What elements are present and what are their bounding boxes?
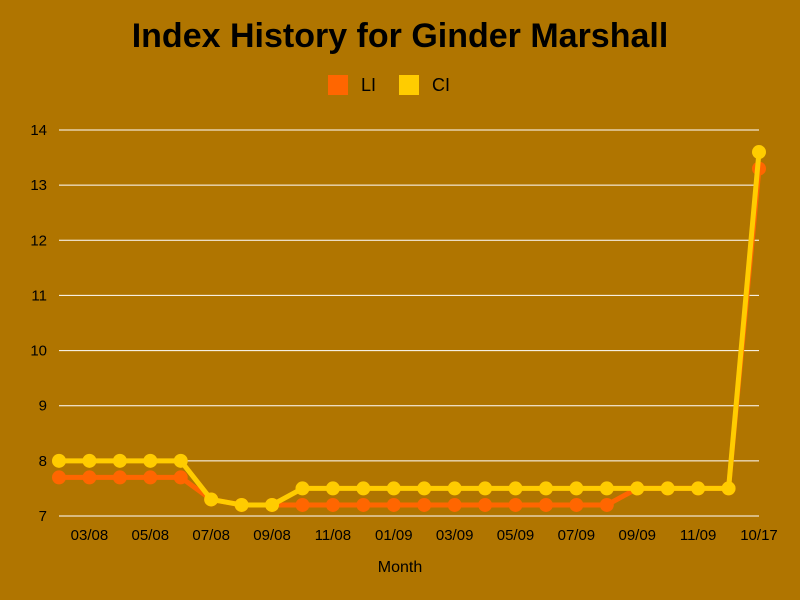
data-point-li bbox=[143, 470, 158, 485]
series-line-ci bbox=[59, 151, 762, 508]
x-tick-label: 07/08 bbox=[192, 527, 230, 544]
data-point-li bbox=[508, 497, 523, 512]
data-point-ci bbox=[538, 481, 553, 496]
data-point-ci bbox=[721, 481, 736, 496]
y-tick-label: 14 bbox=[30, 122, 47, 139]
legend-swatch-ci bbox=[399, 75, 419, 95]
data-point-li bbox=[173, 470, 188, 485]
legend: LI CI bbox=[328, 75, 450, 95]
data-point-li bbox=[325, 497, 340, 512]
data-point-ci bbox=[447, 481, 462, 496]
data-point-ci bbox=[630, 481, 645, 496]
data-point-ci bbox=[204, 492, 219, 507]
data-point-ci bbox=[265, 497, 280, 512]
y-tick-label: 11 bbox=[31, 287, 47, 304]
x-tick-label: 03/08 bbox=[71, 527, 109, 544]
data-point-li bbox=[447, 497, 462, 512]
x-axis-ticks: 03/08 05/08 07/08 09/08 11/08 01/09 03/09 05/09… bbox=[71, 527, 778, 544]
legend-label-li: LI bbox=[361, 75, 376, 95]
data-point-ci bbox=[234, 497, 249, 512]
data-point-ci bbox=[691, 481, 706, 496]
y-tick-label: 9 bbox=[39, 398, 47, 415]
x-tick-label: 11/09 bbox=[680, 527, 716, 544]
legend-swatch-li bbox=[328, 75, 348, 95]
series-lines bbox=[52, 145, 766, 512]
data-point-ci bbox=[52, 453, 66, 468]
data-point-li bbox=[417, 497, 432, 512]
x-tick-label: 11/08 bbox=[315, 527, 351, 544]
data-point-ci bbox=[325, 481, 340, 496]
data-point-ci bbox=[295, 481, 310, 496]
x-tick-label: 07/09 bbox=[558, 527, 596, 544]
x-tick-label: 09/08 bbox=[253, 527, 291, 544]
data-point-ci bbox=[417, 481, 432, 496]
data-point-li bbox=[386, 497, 401, 512]
data-point-ci bbox=[599, 481, 614, 496]
data-point-li bbox=[52, 470, 66, 485]
x-tick-label: 09/09 bbox=[618, 527, 656, 544]
data-point-li bbox=[356, 497, 371, 512]
data-point-li bbox=[569, 497, 584, 512]
x-tick-label: 03/09 bbox=[436, 527, 474, 544]
chart-title: Index History for Ginder Marshall bbox=[132, 17, 669, 55]
data-point-ci bbox=[112, 453, 127, 468]
data-point-li bbox=[112, 470, 127, 485]
data-point-li bbox=[295, 497, 310, 512]
data-point-ci bbox=[82, 453, 97, 468]
x-tick-label: 05/08 bbox=[132, 527, 170, 544]
data-point-ci bbox=[386, 481, 401, 496]
data-point-ci bbox=[173, 453, 188, 468]
data-point-ci bbox=[660, 481, 675, 496]
series-ci bbox=[52, 145, 766, 512]
data-point-ci bbox=[143, 453, 158, 468]
x-tick-label: 05/09 bbox=[497, 527, 535, 544]
data-point-li bbox=[478, 497, 493, 512]
data-point-li bbox=[82, 470, 97, 485]
x-tick-label: 01/09 bbox=[375, 527, 413, 544]
y-tick-label: 7 bbox=[39, 508, 47, 525]
y-axis-ticks: 7 8 9 10 11 12 13 14 bbox=[30, 122, 47, 525]
data-point-li bbox=[599, 497, 614, 512]
data-point-li bbox=[538, 497, 553, 512]
data-point-ci bbox=[478, 481, 493, 496]
y-tick-label: 12 bbox=[30, 232, 47, 249]
gridlines bbox=[59, 129, 759, 517]
data-point-ci bbox=[752, 145, 766, 160]
series-line-li bbox=[59, 168, 762, 508]
x-tick-label: 10/17 bbox=[740, 527, 778, 544]
x-axis-label: Month bbox=[378, 559, 422, 576]
data-point-ci bbox=[356, 481, 371, 496]
data-point-ci bbox=[508, 481, 523, 496]
y-tick-label: 10 bbox=[30, 343, 47, 360]
y-tick-label: 13 bbox=[30, 177, 47, 194]
data-point-ci bbox=[569, 481, 584, 496]
legend-label-ci: CI bbox=[432, 75, 450, 95]
y-tick-label: 8 bbox=[39, 453, 47, 470]
